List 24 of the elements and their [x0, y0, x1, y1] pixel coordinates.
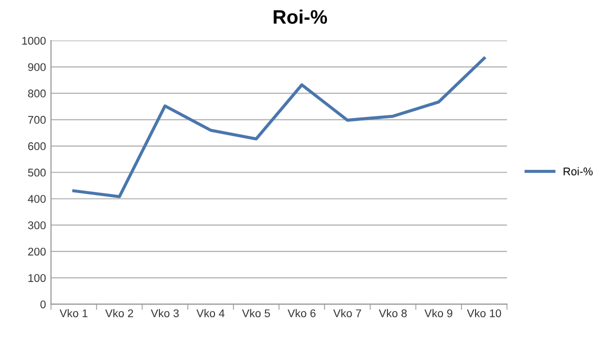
x-tick-label: Vko 10: [466, 309, 502, 318]
y-tick-label: 100: [28, 274, 46, 282]
x-tick-label: Vko 9: [424, 309, 452, 318]
line-series: [72, 56, 486, 198]
y-tick-label: 500: [28, 168, 46, 177]
y-tick-label: 1000: [22, 36, 46, 45]
y-tick-label: 700: [28, 116, 46, 124]
x-tick-label: Vko 7: [333, 309, 362, 318]
x-tick-label: Vko 2: [105, 309, 134, 318]
y-tick-label: 200: [28, 248, 46, 256]
x-tick-label: Vko 3: [150, 309, 179, 318]
x-tick-label: Vko 4: [196, 309, 224, 318]
y-tick-label: 600: [28, 142, 46, 150]
legend-label: Roi-%: [564, 167, 593, 176]
x-tick-label: Vko 8: [378, 309, 407, 318]
chart-title: Roi-%: [274, 10, 328, 24]
y-tick-label: 800: [28, 90, 46, 98]
y-tick-label: 400: [28, 195, 46, 203]
y-tick-label: 300: [28, 221, 46, 230]
x-tick-label: Vko 5: [242, 309, 270, 318]
x-tick-label: Vko 6: [288, 309, 316, 318]
y-tick-label: 0: [40, 300, 46, 308]
y-tick-label: 900: [28, 63, 46, 72]
x-tick-label: Vko 1: [60, 309, 88, 318]
